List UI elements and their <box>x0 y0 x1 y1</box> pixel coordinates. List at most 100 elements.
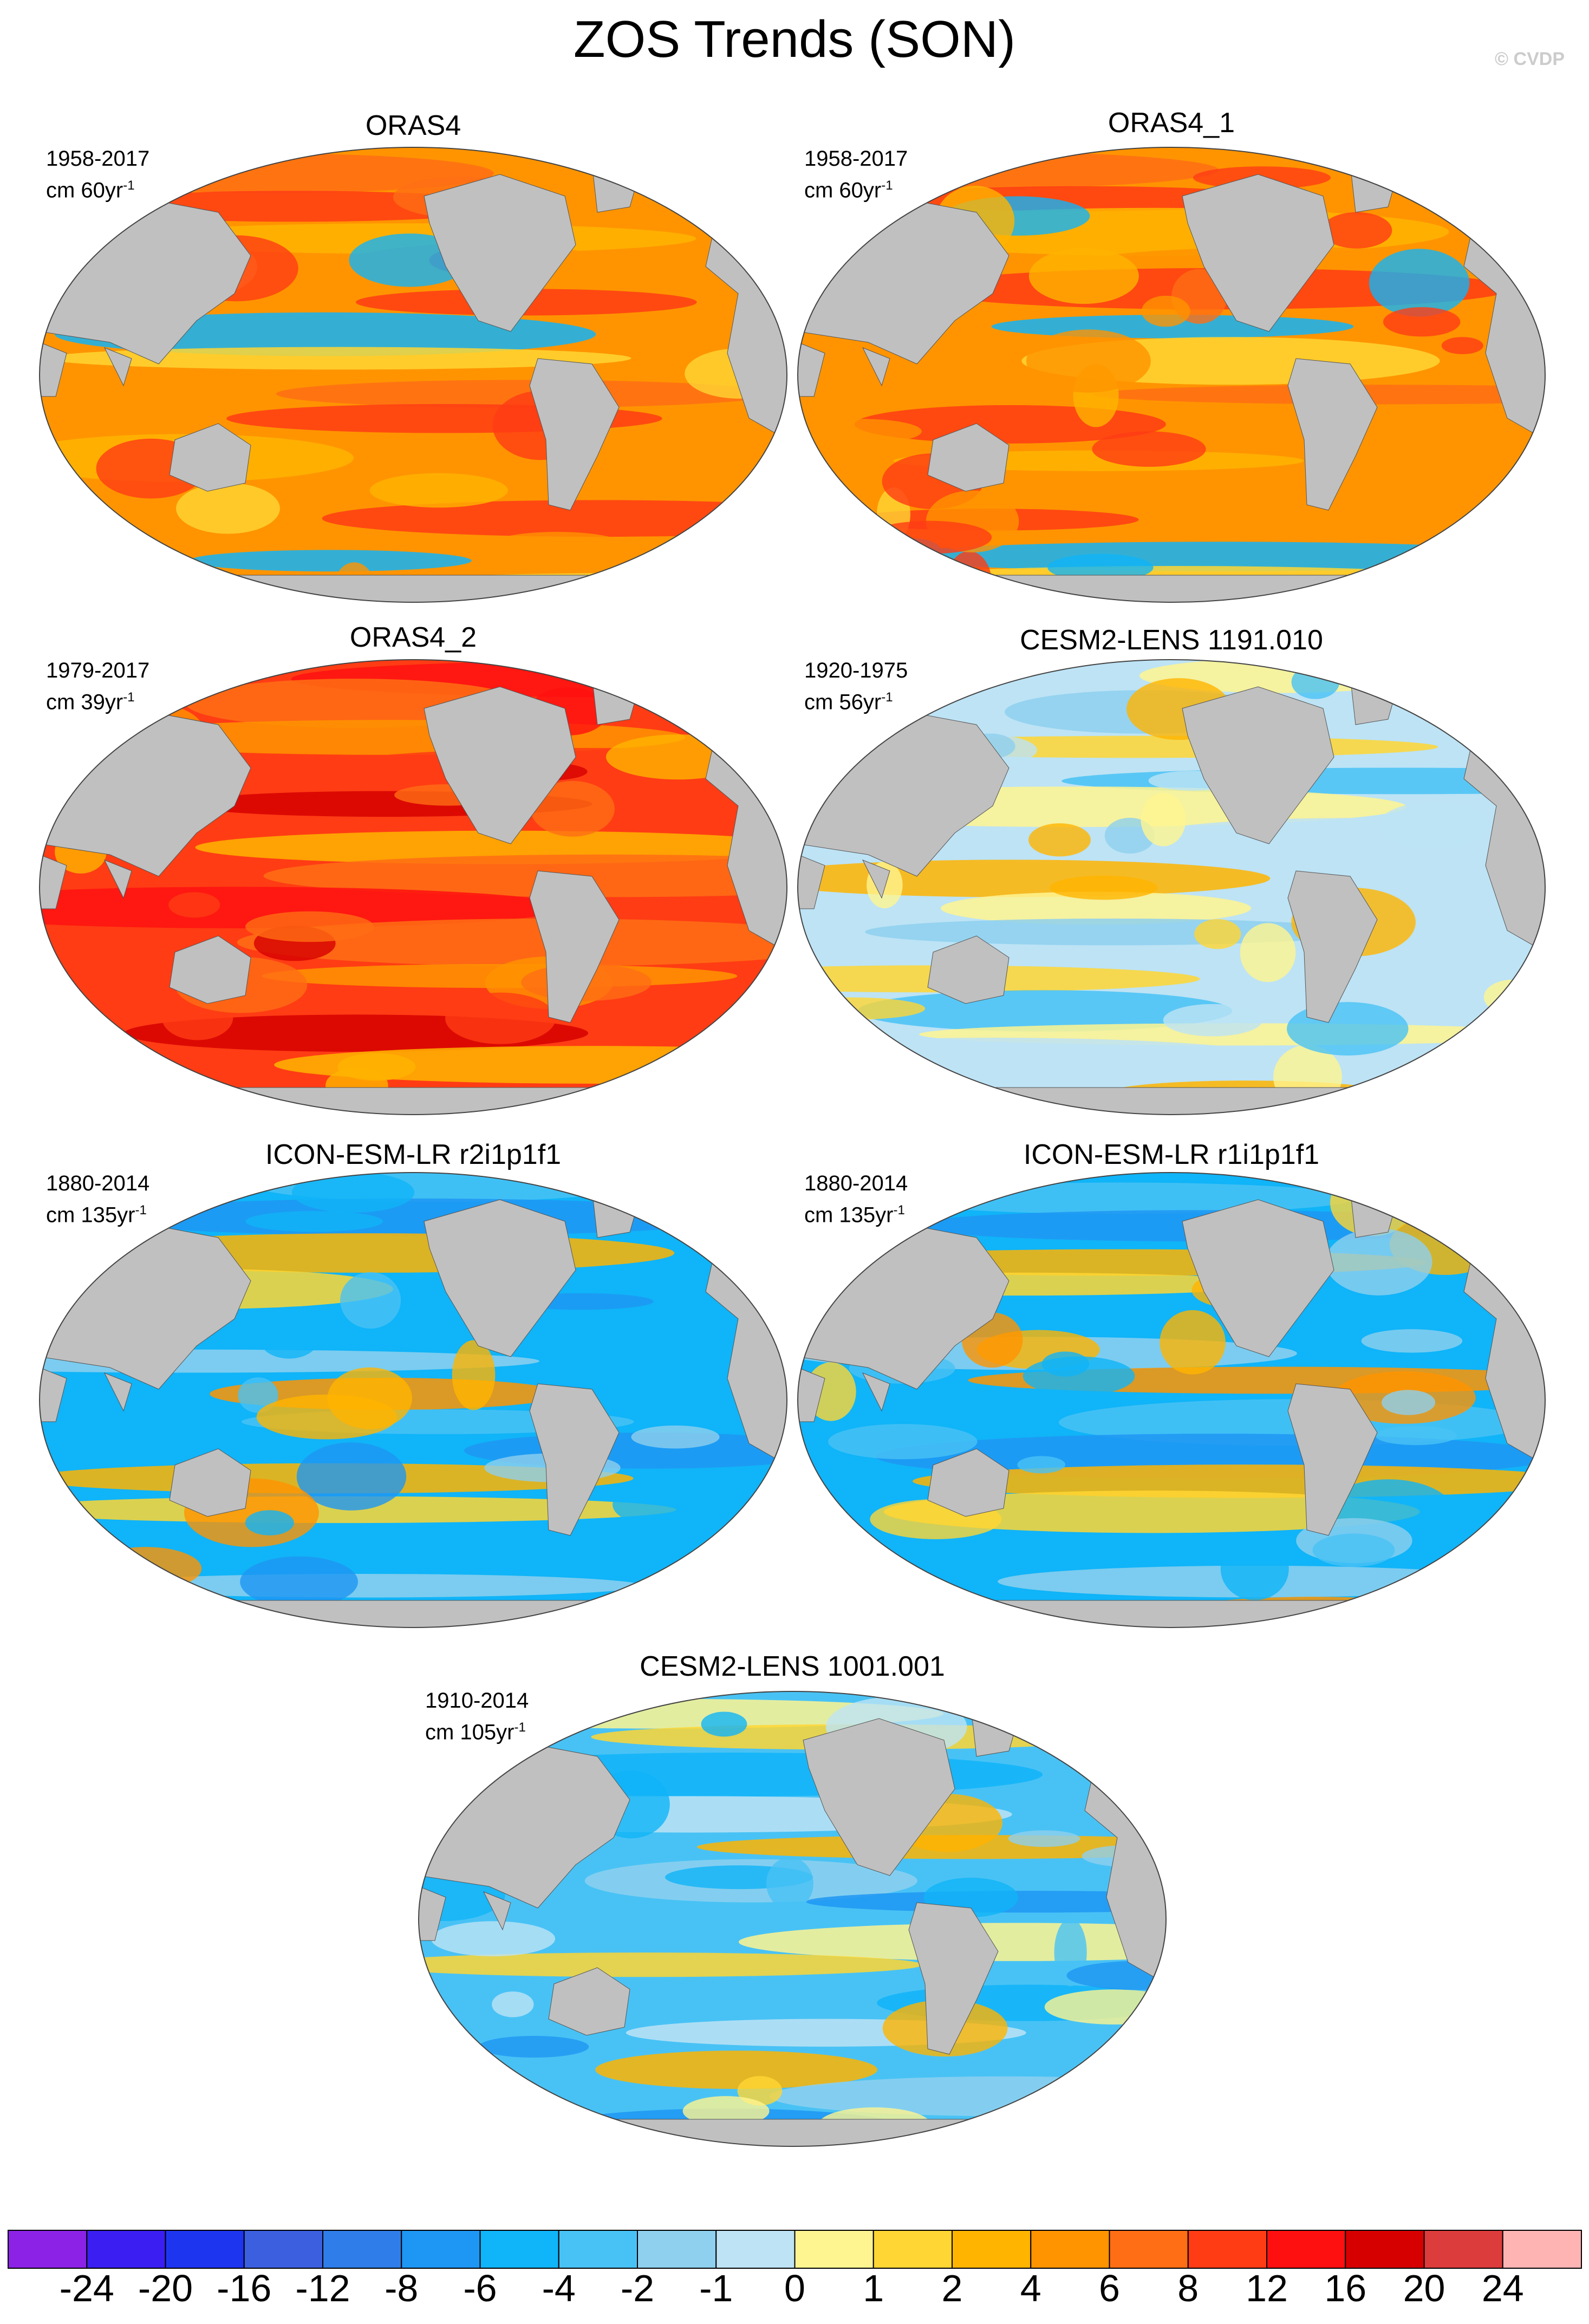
trend-map <box>39 659 787 1115</box>
land-mass <box>1182 174 1334 332</box>
colorbar-tick-label: 6 <box>1099 2267 1120 2309</box>
trend-patch <box>1008 1830 1080 1847</box>
land-mass <box>548 1967 630 2036</box>
trend-patch <box>168 892 220 918</box>
land-mass <box>1287 358 1378 511</box>
trend-patch <box>478 2035 589 2058</box>
panel-period-units: 1920-1975 cm 56yr-1 <box>804 659 908 714</box>
trend-patch <box>245 1211 383 1232</box>
colorbar-swatch <box>8 2230 88 2269</box>
trend-band <box>940 891 1252 925</box>
trend-patch <box>1141 295 1190 327</box>
colorbar-tick-label: -1 <box>699 2267 733 2309</box>
colorbar-tick-label: 1 <box>863 2267 884 2309</box>
land-mass <box>798 342 825 397</box>
colorbar-tick-label: 4 <box>1020 2267 1041 2309</box>
land-mass <box>908 1902 999 2055</box>
colorbar-swatch <box>1345 2230 1425 2269</box>
trend-patch <box>1369 249 1470 317</box>
trend-patch <box>1017 1456 1065 1474</box>
panel-title: ICON-ESM-LR r2i1p1f1 <box>265 1139 562 1170</box>
colorbar-tick-label: 2 <box>941 2267 963 2309</box>
panel-title: CESM2-LENS 1191.010 <box>1020 624 1323 656</box>
colorbar-swatch <box>479 2230 559 2269</box>
trend-patch <box>431 1921 556 1957</box>
trend-band <box>439 479 787 505</box>
panel-title: ORAS4_2 <box>349 622 477 653</box>
trend-map <box>418 1691 1167 2147</box>
land-mass <box>927 935 1010 1004</box>
land-mass <box>103 347 132 387</box>
trend-patch <box>337 1053 416 1081</box>
colorbar-tick-label: -24 <box>59 2267 114 2309</box>
trend-patch <box>1375 1425 1457 1446</box>
land-mass <box>927 1448 1010 1517</box>
map-outline <box>39 659 787 1115</box>
trend-patch <box>245 1510 294 1535</box>
panel-title: ORAS4 <box>365 110 461 141</box>
land-mass <box>798 854 825 909</box>
colorbar-tick-label: 24 <box>1481 2267 1524 2309</box>
trend-band <box>90 1198 743 1236</box>
panel-period-units: 1979-2017 cm 39yr-1 <box>46 659 150 714</box>
colorbar-tick-label: 16 <box>1324 2267 1367 2309</box>
map-outline <box>797 1172 1546 1628</box>
land-mass <box>803 1718 955 1876</box>
trend-patch <box>1028 248 1139 304</box>
panel-period-units: 1880-2014 cm 135yr-1 <box>46 1171 150 1227</box>
trend-patch <box>452 1340 496 1410</box>
trend-patch <box>1220 1537 1289 1600</box>
panel-period-units: 1958-2017 cm 60yr-1 <box>46 147 150 203</box>
trend-map <box>39 1172 787 1628</box>
trend-patch <box>530 780 615 837</box>
trend-map <box>39 147 787 603</box>
trend-band <box>857 990 1233 1032</box>
trend-map <box>797 1172 1546 1628</box>
trend-patch <box>1312 1533 1395 1567</box>
trend-patch <box>766 1857 813 1910</box>
colorbar-tick-label: -6 <box>463 2267 497 2309</box>
colorbar-swatch <box>243 2230 323 2269</box>
land-mass <box>424 686 576 844</box>
colorbar-tick-label: -16 <box>217 2267 272 2309</box>
panel-title: ORAS4_1 <box>1108 107 1235 139</box>
trend-patch <box>1163 1004 1263 1037</box>
trend-band <box>595 2050 878 2089</box>
trend-band <box>47 347 631 370</box>
trend-patch <box>1321 212 1392 249</box>
trend-patch <box>176 483 280 534</box>
trend-patch <box>1160 1310 1226 1375</box>
colorbar-swatch <box>322 2230 402 2269</box>
land-mass <box>1182 1199 1334 1357</box>
colorbar-tick-label: -12 <box>295 2267 350 2309</box>
trend-patch <box>631 1425 720 1449</box>
panel-title: ICON-ESM-LR r1i1p1f1 <box>1023 1139 1320 1170</box>
land-mass <box>1182 686 1334 844</box>
land-mass <box>40 342 67 397</box>
trend-patch <box>737 2076 783 2106</box>
trend-patch <box>1050 875 1158 900</box>
colorbar-tick-label: -8 <box>385 2267 419 2309</box>
trend-patch <box>1325 1228 1432 1296</box>
trend-band <box>40 1349 540 1373</box>
trend-patch <box>491 532 623 557</box>
map-outline <box>39 1172 787 1628</box>
land-mass <box>424 174 576 332</box>
land-mass <box>103 1372 132 1412</box>
land-mass <box>169 1448 251 1517</box>
land-mass <box>40 854 67 909</box>
trend-patch <box>296 1442 407 1511</box>
land-mass <box>169 423 251 492</box>
trend-band <box>88 1573 642 1598</box>
land-mass <box>529 358 620 511</box>
trend-patch <box>682 2096 770 2126</box>
colorbar-swatch <box>715 2230 796 2269</box>
colorbar-swatch <box>794 2230 874 2269</box>
colorbar-swatch <box>1187 2230 1267 2269</box>
figure-title: ZOS Trends (SON) <box>573 10 1016 68</box>
colorbar-tick-label: -2 <box>620 2267 655 2309</box>
trend-map <box>797 147 1546 603</box>
land-mass <box>169 935 251 1004</box>
trend-patch <box>1141 792 1186 847</box>
